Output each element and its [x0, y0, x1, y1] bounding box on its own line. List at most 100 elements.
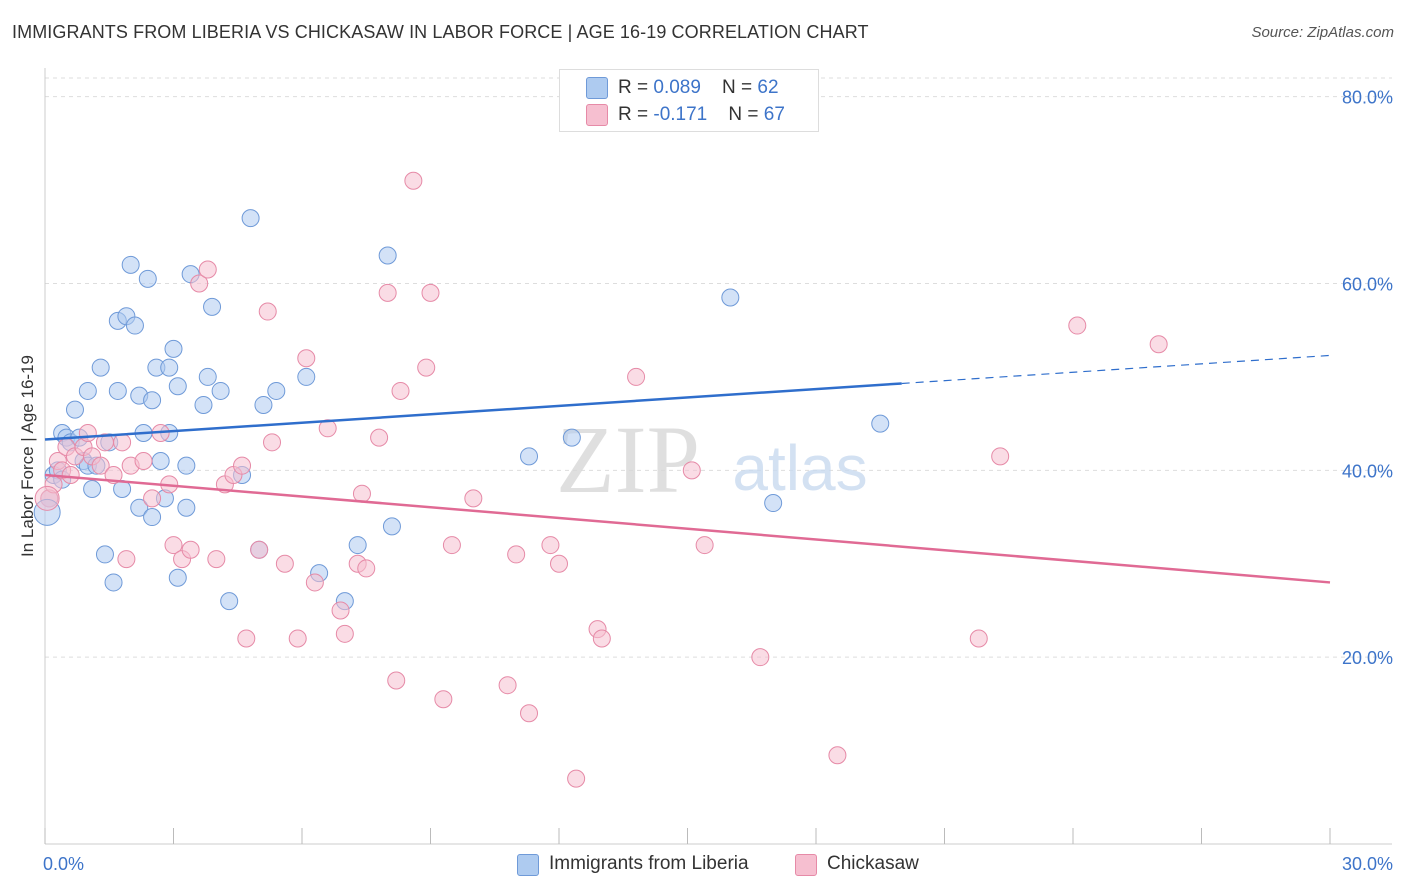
chickasaw-point: [250, 540, 269, 559]
liberia-point: [177, 498, 196, 517]
liberia-point: [241, 209, 260, 228]
chickasaw-point: [91, 456, 110, 475]
chickasaw-point: [207, 550, 226, 569]
chickasaw-point: [507, 545, 526, 564]
liberia-point: [520, 447, 539, 466]
source-label: Source: ZipAtlas.com: [1251, 24, 1394, 41]
chickasaw-point: [198, 260, 217, 279]
liberia-point: [121, 255, 140, 274]
liberia-point: [254, 395, 273, 414]
x-tick-label: 0.0%: [43, 854, 84, 874]
liberia-point: [125, 316, 144, 335]
liberia-point: [348, 536, 367, 555]
chickasaw-point: [134, 452, 153, 470]
chickasaw-point: [61, 466, 80, 485]
watermark-zip: ZIP: [556, 406, 700, 513]
liberia-point: [267, 381, 286, 400]
series-legend: Immigrants from Liberia Chickasaw: [0, 852, 1406, 878]
chickasaw-point: [143, 489, 162, 508]
chickasaw-point: [417, 358, 436, 377]
chickasaw-point: [592, 629, 611, 648]
liberia-point: [378, 246, 397, 265]
liberia-trend-extension: [901, 354, 1331, 385]
chickasaw-point: [263, 433, 282, 452]
liberia-point: [91, 358, 110, 377]
chickasaw-legend-swatch: [795, 854, 817, 876]
chickasaw-point: [78, 423, 97, 442]
chickasaw-point: [1149, 335, 1168, 354]
chickasaw-point: [828, 746, 847, 765]
chickasaw-point: [751, 648, 770, 667]
chickasaw-point: [567, 769, 586, 788]
chickasaw-point: [288, 629, 307, 648]
liberia-point: [160, 358, 179, 377]
chickasaw-point: [331, 601, 350, 620]
liberia-point: [721, 288, 740, 307]
liberia-point: [83, 480, 102, 499]
chickasaw-point: [370, 428, 389, 447]
y-tick-label: 40.0%: [1342, 461, 1393, 481]
chickasaw-trend-line: [44, 473, 1331, 584]
chart-title: IMMIGRANTS FROM LIBERIA VS CHICKASAW IN …: [12, 22, 869, 42]
chickasaw-point: [297, 349, 316, 368]
chickasaw-point: [164, 536, 183, 555]
chickasaw-point: [233, 456, 252, 475]
chickasaw-point: [378, 283, 397, 302]
stats-legend: R = 0.089 N = 62 R = -0.171 N = 67: [559, 69, 819, 132]
liberia-point: [95, 545, 114, 564]
chickasaw-point: [237, 629, 256, 648]
chickasaw-point: [434, 690, 453, 709]
chickasaw-point: [1068, 316, 1087, 335]
liberia-point: [104, 573, 123, 592]
liberia-point: [78, 381, 97, 400]
liberia-point: [143, 508, 162, 527]
chickasaw-point: [627, 367, 646, 386]
chickasaw-point: [305, 573, 324, 592]
liberia-point: [138, 269, 157, 288]
liberia-point: [151, 452, 170, 470]
liberia-point: [211, 381, 230, 400]
liberia-point: [168, 568, 187, 587]
chickasaw-point: [275, 554, 294, 573]
chickasaw-point-large: [34, 485, 60, 511]
chickasaw-point: [190, 274, 209, 293]
y-tick-label: 20.0%: [1342, 648, 1393, 668]
liberia-trend-line: [44, 382, 902, 441]
chickasaw-point: [387, 671, 406, 690]
chickasaw-point: [421, 283, 440, 302]
liberia-point: [130, 498, 149, 517]
liberia-point: [297, 367, 316, 386]
liberia-point: [203, 297, 222, 316]
chickasaw-point: [520, 704, 539, 723]
y-tick-label: 60.0%: [1342, 275, 1393, 295]
liberia-point: [871, 414, 890, 433]
chickasaw-point: [991, 447, 1010, 466]
chickasaw-swatch: [586, 104, 608, 126]
chickasaw-point: [391, 381, 410, 400]
watermark-atlas: atlas: [732, 432, 867, 504]
liberia-point: [194, 395, 213, 414]
liberia-point: [65, 400, 84, 419]
liberia-point: [562, 428, 581, 447]
liberia-point: [168, 377, 187, 396]
chickasaw-point: [258, 302, 277, 321]
x-tick-label: 30.0%: [1342, 854, 1393, 874]
liberia-point: [764, 494, 783, 513]
chickasaw-point: [352, 484, 371, 503]
chickasaw-point: [682, 461, 701, 480]
chickasaw-point: [181, 540, 200, 559]
chickasaw-point: [969, 629, 988, 648]
chickasaw-point: [442, 536, 461, 555]
liberia-swatch: [586, 77, 608, 99]
chickasaw-point: [404, 171, 423, 190]
chickasaw-point: [695, 536, 714, 555]
chickasaw-point: [335, 624, 354, 643]
chickasaw-point: [498, 676, 517, 695]
chickasaw-point: [117, 550, 136, 569]
chickasaw-legend-label: Chickasaw: [827, 853, 919, 874]
liberia-point: [164, 339, 183, 358]
liberia-point: [177, 456, 196, 475]
chickasaw-point: [541, 536, 560, 555]
y-tick-label: 80.0%: [1342, 88, 1393, 108]
